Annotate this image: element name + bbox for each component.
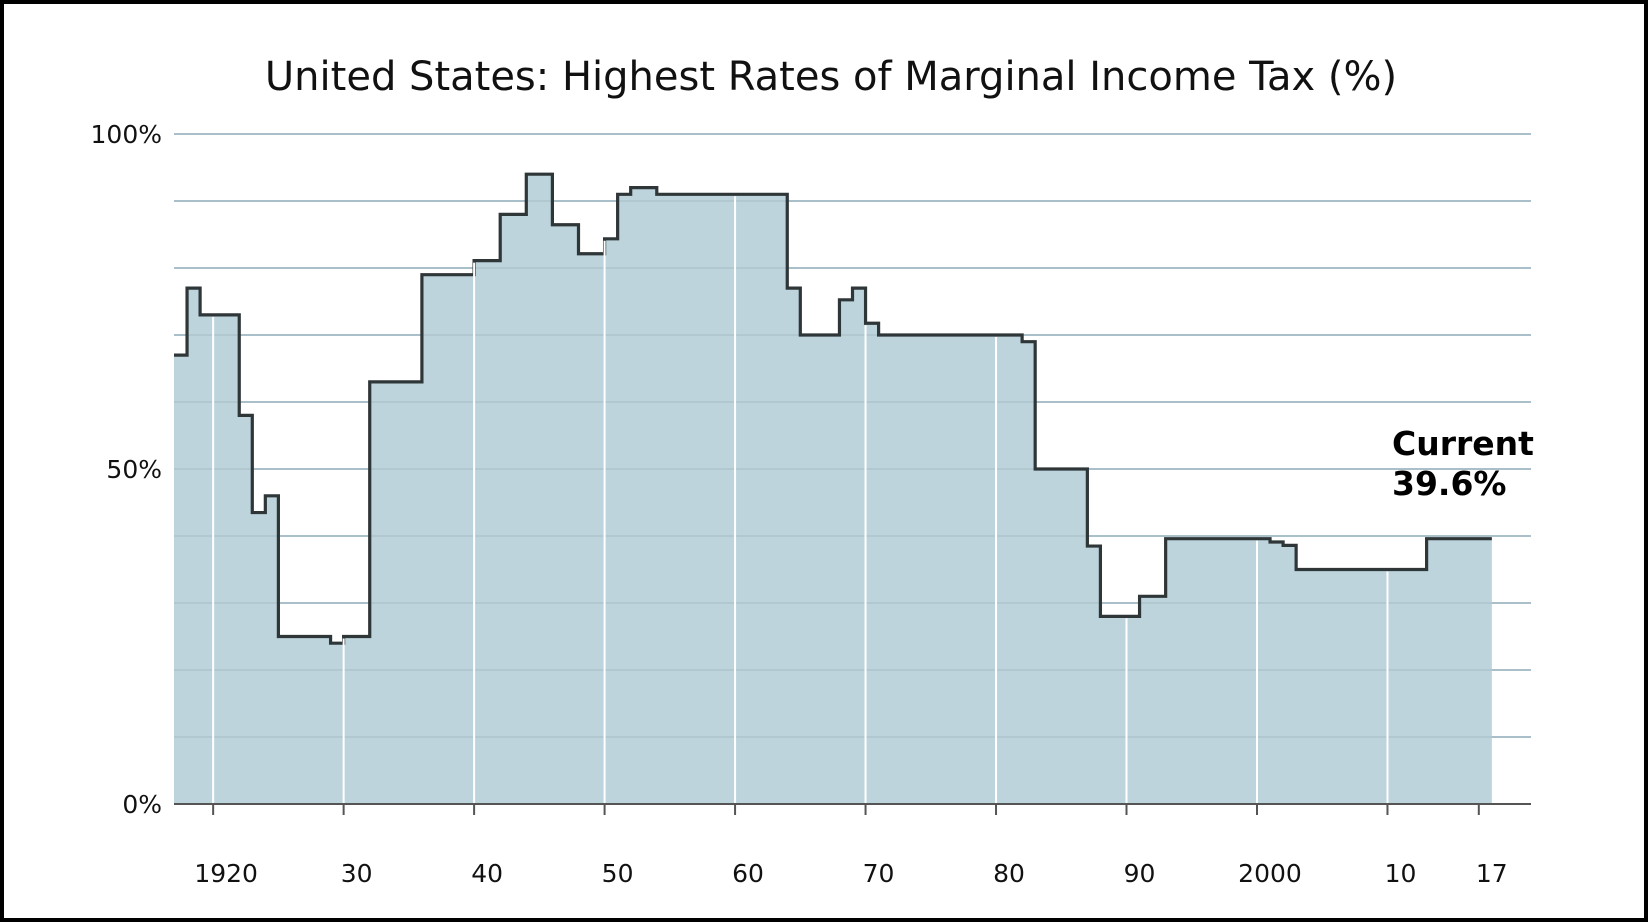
- y-tick-labels: 0% 50% 100%: [91, 120, 162, 819]
- tax-rate-chart: United States: Highest Rates of Marginal…: [91, 54, 1535, 888]
- x-tick-label: 17: [1476, 859, 1508, 888]
- y-tick-label: 50%: [106, 455, 162, 484]
- series-line: [174, 172, 1492, 645]
- area-fill: [174, 174, 1492, 804]
- x-tick-label: 80: [993, 859, 1025, 888]
- chart-title: United States: Highest Rates of Marginal…: [265, 54, 1397, 100]
- x-tick-label: 90: [1124, 859, 1156, 888]
- x-tick-label: 50: [602, 859, 634, 888]
- chart-panel: United States: Highest Rates of Marginal…: [4, 4, 1644, 918]
- axes: [174, 803, 1531, 815]
- current-label: Current: [1392, 424, 1534, 463]
- x-tick-label: 60: [732, 859, 764, 888]
- y-tick-label: 100%: [91, 120, 162, 149]
- x-tick-label: 70: [863, 859, 895, 888]
- x-tick-label: 40: [471, 859, 503, 888]
- x-tick-label: 1920: [194, 859, 258, 888]
- vertical-gridlines: [212, 196, 1389, 804]
- area-series: [174, 133, 1531, 804]
- current-value-label: 39.6%: [1392, 464, 1507, 503]
- x-tick-label: 30: [341, 859, 373, 888]
- x-tick-label: 10: [1385, 859, 1417, 888]
- y-tick-label: 0%: [122, 790, 162, 819]
- x-tick-label: 2000: [1238, 859, 1302, 888]
- x-tick-labels: 1920 30 40 50 60 70 80 90 2000 10 17: [194, 859, 1507, 888]
